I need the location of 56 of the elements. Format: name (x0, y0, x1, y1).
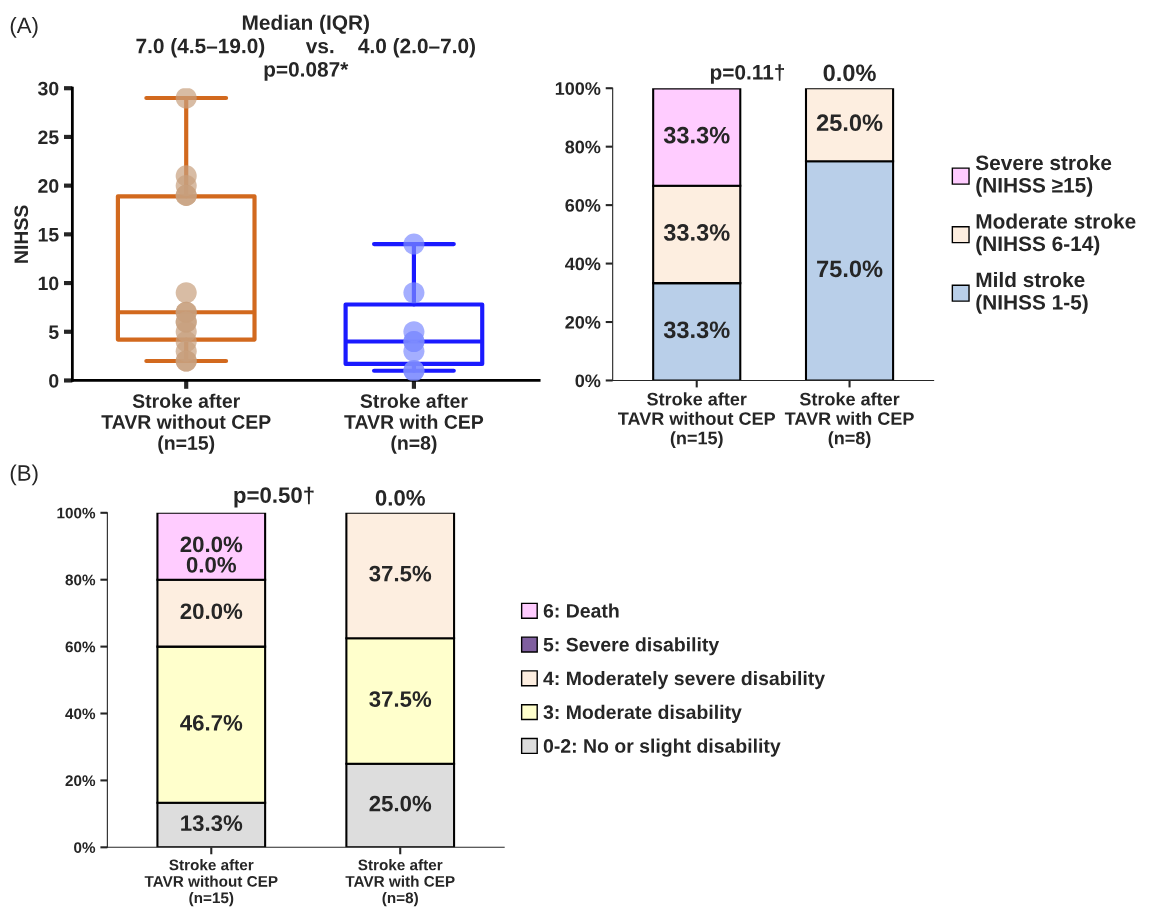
text: p=0.087* (264, 61, 349, 81)
y-tick-label: 0% (74, 842, 96, 853)
data-label: 33.3% (663, 224, 730, 241)
legend-label: Mild stroke (NIHSS 1-5) (976, 271, 1088, 314)
data-label: 20.0% (180, 536, 243, 553)
data-label: 33.3% (663, 126, 730, 144)
chart-title: Median (IQR) (242, 14, 369, 35)
x-tick-label: Stroke after TAVR with CEP (n=8) (784, 392, 914, 448)
y-tick-label: 30 (37, 81, 59, 96)
chart-subtitle: 7.0 (4.5–19.0) vs. 4.0 (2.0–7.0) (136, 38, 475, 58)
data-label: 25.0% (369, 795, 432, 812)
y-tick-label: 60% (565, 199, 601, 212)
x-tick-label: Stroke after TAVR without CEP (n=15) (101, 393, 271, 454)
data-label: 0.0% (375, 490, 425, 506)
text: p=0.11† (710, 64, 785, 84)
y-tick-label: 0 (49, 373, 59, 388)
legend-label: 6: Death (543, 603, 619, 618)
y-tick-label: 25 (38, 130, 59, 145)
legend-label: 4: Moderately severe disability (543, 671, 825, 690)
y-tick-label: 100% (57, 507, 96, 519)
data-label: 0.0% (823, 64, 876, 82)
legend-label: 3: Moderate disability (543, 704, 742, 723)
y-tick-label: 40% (565, 257, 601, 271)
y-tick-label: 80% (565, 140, 601, 154)
data-label: 20.0% (180, 603, 243, 620)
data-label: 13.3% (181, 815, 243, 832)
data-label: 25.0% (816, 114, 883, 132)
text: (A) (10, 16, 38, 38)
y-tick-label: 20 (38, 179, 59, 193)
y-tick-label: 20% (565, 315, 601, 329)
x-tick-label: Stroke after TAVR without CEP (n=15) (144, 859, 278, 907)
x-tick-label: Stroke after TAVR with CEP (n=8) (344, 393, 484, 454)
y-tick-label: 5 (48, 325, 59, 339)
data-label: 0.0% (186, 556, 237, 573)
y-tick-label: 10 (38, 276, 59, 291)
y-tick-label: 80% (65, 574, 96, 586)
data-label: 46.7% (180, 714, 243, 731)
text: (B) (10, 464, 38, 486)
y-tick-label: 100% (555, 82, 601, 95)
data-label: 75.0% (817, 260, 883, 278)
data-label: 37.5% (369, 691, 432, 707)
y-tick-label: 60% (65, 641, 96, 653)
data-label: 37.5% (369, 565, 432, 582)
data-label: 33.3% (663, 321, 730, 339)
y-axis-title: NIHSS (14, 205, 29, 263)
y-tick-label: 40% (65, 708, 96, 720)
x-tick-label: Stroke after TAVR with CEP (n=8) (345, 859, 455, 907)
legend-label: 0-2: No or slight disability (543, 738, 781, 757)
y-tick-label: 0% (575, 374, 601, 388)
legend-label: 5: Severe disability (543, 637, 720, 656)
legend-label: Severe stroke (NIHSS ≥15) (975, 154, 1112, 197)
y-tick-label: 15 (38, 228, 59, 242)
legend-label: Moderate stroke (NIHSS 6-14) (976, 213, 1136, 256)
y-tick-label: 20% (65, 775, 96, 787)
x-tick-label: Stroke after TAVR without CEP (n=15) (618, 392, 776, 448)
text: p=0.50† (234, 486, 314, 508)
